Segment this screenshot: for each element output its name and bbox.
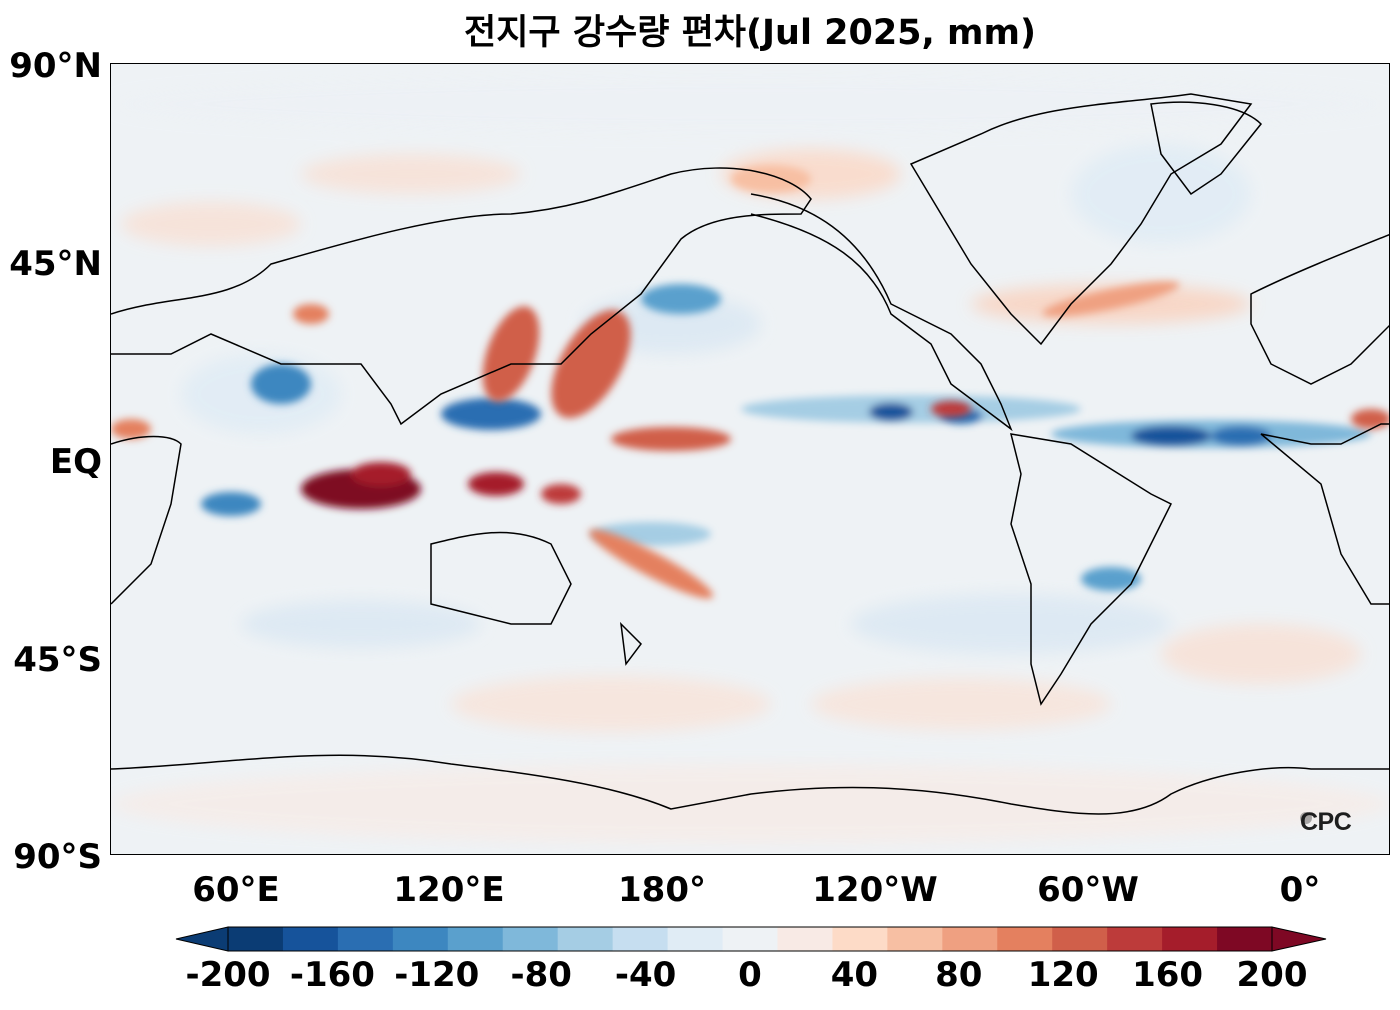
lon-label-120e: 120°E: [393, 870, 505, 910]
colorbar-cell: [447, 927, 504, 951]
map-title: 전지구 강수량 편차(Jul 2025, mm): [464, 13, 1036, 53]
cpc-logo-icon: [1300, 812, 1312, 824]
colorbar-tick-label: 120: [1027, 955, 1099, 995]
colorbar-cell: [1107, 927, 1163, 951]
colorbar-tick-label: 200: [1236, 955, 1308, 995]
colorbar-tick-label: -200: [185, 955, 271, 995]
colorbar-tick-label: -160: [289, 955, 375, 995]
colorbar-cell: [502, 927, 559, 951]
lon-label-0: 0°: [1279, 870, 1321, 910]
coastlines: [111, 93, 1389, 815]
colorbar-extend-low: [175, 926, 229, 952]
precipitation-anomaly-map: [110, 63, 1390, 855]
credit-text: CPC: [1300, 808, 1352, 836]
colorbar-tick-label: -40: [614, 955, 677, 995]
colorbar-cell: [1052, 927, 1108, 951]
colorbar-cell: [392, 927, 449, 951]
colorbar-tick-label: 80: [935, 955, 983, 995]
lon-label-60e: 60°E: [192, 870, 280, 910]
lon-label-120w: 120°W: [812, 870, 938, 910]
anomaly-field: [111, 64, 1389, 854]
colorbar-cell: [832, 927, 888, 951]
colorbar-cell: [997, 927, 1053, 951]
colorbar-cell: [228, 927, 284, 951]
lat-label-eq: EQ: [49, 442, 102, 482]
colorbar-cell: [777, 927, 833, 951]
lat-label-90s: 90°S: [13, 837, 102, 877]
colorbar-cell: [887, 927, 943, 951]
colorbar-tick-label: -120: [394, 955, 480, 995]
colorbar-cell: [722, 927, 778, 951]
colorbar-outline: [227, 926, 1273, 952]
colorbar-tick-label: -80: [510, 955, 572, 995]
colorbar: [175, 926, 1327, 952]
colorbar-cell: [557, 927, 614, 951]
lat-label-45n: 45°N: [9, 244, 102, 284]
colorbar-cell: [1162, 927, 1218, 951]
colorbar-cell: [612, 927, 669, 951]
colorbar-tick-label: 0: [738, 955, 762, 995]
colorbar-tick-label: 160: [1132, 955, 1204, 995]
colorbar-extend-high: [1271, 926, 1327, 952]
lon-label-180: 180°: [618, 870, 706, 910]
colorbar-cell: [282, 927, 339, 951]
colorbar-tick-label: 40: [830, 955, 879, 995]
lat-label-90n: 90°N: [9, 46, 102, 86]
lat-label-45s: 45°S: [13, 640, 102, 680]
colorbar-cell: [667, 927, 724, 951]
lon-label-60w: 60°W: [1037, 870, 1139, 910]
colorbar-cells: [175, 926, 1327, 952]
colorbar-cell: [942, 927, 998, 951]
cpc-credit: CPC: [1300, 808, 1352, 837]
colorbar-cell: [1217, 927, 1273, 951]
colorbar-cell: [337, 927, 394, 951]
